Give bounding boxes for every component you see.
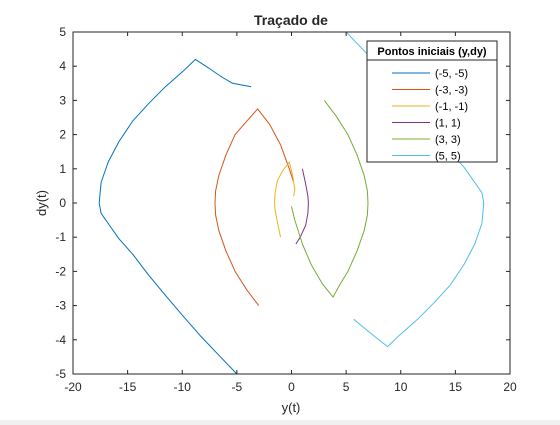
- y-tick-label: -2: [55, 264, 66, 278]
- legend[interactable]: Pontos iniciais (y,dy) (-5, -5)(-3, -3)(…: [366, 40, 498, 163]
- x-tick-label: 0: [288, 380, 295, 394]
- series-line-5: [291, 100, 369, 298]
- x-tick-label: -10: [174, 380, 192, 394]
- chart-title: Traçado de: [254, 12, 328, 28]
- series-line-3: [274, 161, 296, 238]
- legend-box: [366, 40, 498, 163]
- legend-title: Pontos iniciais (y,dy): [377, 46, 487, 58]
- series-line-1: [98, 58, 252, 374]
- x-tick-label: 10: [394, 380, 408, 394]
- series-line-4: [295, 168, 309, 245]
- y-tick-label: -3: [55, 299, 66, 313]
- x-axis-label: y(t): [282, 400, 301, 415]
- legend-label: (5, 5): [435, 151, 461, 163]
- y-tick-label: -1: [55, 230, 66, 244]
- y-tick-label: 1: [59, 162, 66, 176]
- x-tick-label: -15: [119, 380, 137, 394]
- legend-label: (-3, -3): [435, 85, 468, 97]
- legend-label: (3, 3): [435, 134, 461, 146]
- y-axis-label: dy(t): [34, 190, 49, 216]
- y-tick-label: -4: [55, 333, 66, 347]
- series-lines: [98, 32, 485, 374]
- x-tick-label: -20: [64, 380, 82, 394]
- y-tick-label: 3: [59, 93, 66, 107]
- y-tick-label: 0: [59, 196, 66, 210]
- x-tick-label: 15: [449, 380, 463, 394]
- legend-label: (1, 1): [435, 118, 461, 130]
- legend-label: (-5, -5): [435, 68, 468, 80]
- y-tick-label: -5: [55, 367, 66, 381]
- legend-label: (-1, -1): [435, 101, 468, 113]
- legend-items: (-5, -5) (-3, -3) (-1, -1) (1, 1) (3, 3) (5, …: [392, 68, 468, 163]
- x-tick-label: 20: [503, 380, 517, 394]
- x-tick-label: 5: [343, 380, 350, 394]
- x-tick-label: -5: [232, 380, 243, 394]
- y-tick-label: 5: [59, 25, 66, 39]
- y-tick-label: 4: [59, 59, 66, 73]
- y-tick-label: 2: [59, 128, 66, 142]
- series-line-2: [214, 108, 295, 306]
